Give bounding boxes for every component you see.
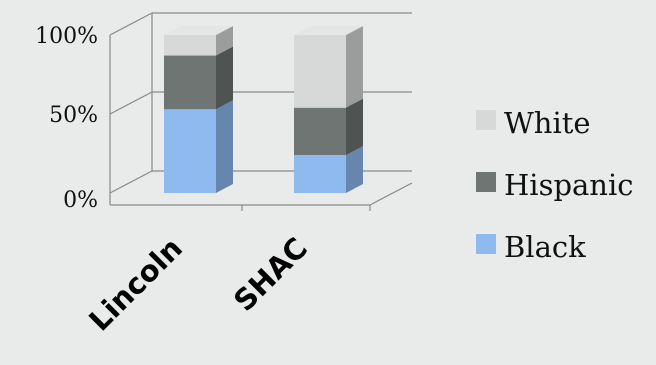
y-tick-label: 100% [35,24,98,49]
y-tick-label: 0% [63,188,98,213]
bar-top-lincoln [164,26,233,35]
bar-segment-hispanic-lincoln [164,46,233,110]
legend-item-white: White [476,106,591,140]
y-tick-label: 50% [49,103,98,128]
legend-label: White [504,106,591,140]
x-category-label: SHAC [227,231,314,318]
gridline [109,12,153,36]
floor-edge [369,182,413,206]
bar-segment-hispanic-shac [294,98,363,156]
bar-segment-white-shac [294,26,363,108]
legend-label: Black [504,230,586,264]
legend-item-hispanic: Hispanic [476,168,634,202]
legend-swatch [476,172,496,192]
bar-top-shac [294,26,363,35]
chart-grid [109,12,412,194]
chart-axes [109,13,413,211]
bar-segment-black-lincoln [164,100,233,193]
y-axis-ticks: 0% 50% 100% [35,24,98,213]
legend-item-black: Black [476,230,586,264]
gridline [109,91,153,115]
legend-swatch [476,234,496,254]
legend-swatch [476,110,496,130]
x-category-label: Lincoln [82,231,189,338]
legend-label: Hispanic [504,168,634,202]
chart-bars [164,26,363,193]
bar-segment-black-shac [294,146,363,193]
gridline [109,170,153,194]
x-axis-labels: Lincoln SHAC [82,231,314,338]
chart-legend: White Hispanic Black [476,106,634,264]
bar-segment-white-lincoln [164,26,233,56]
